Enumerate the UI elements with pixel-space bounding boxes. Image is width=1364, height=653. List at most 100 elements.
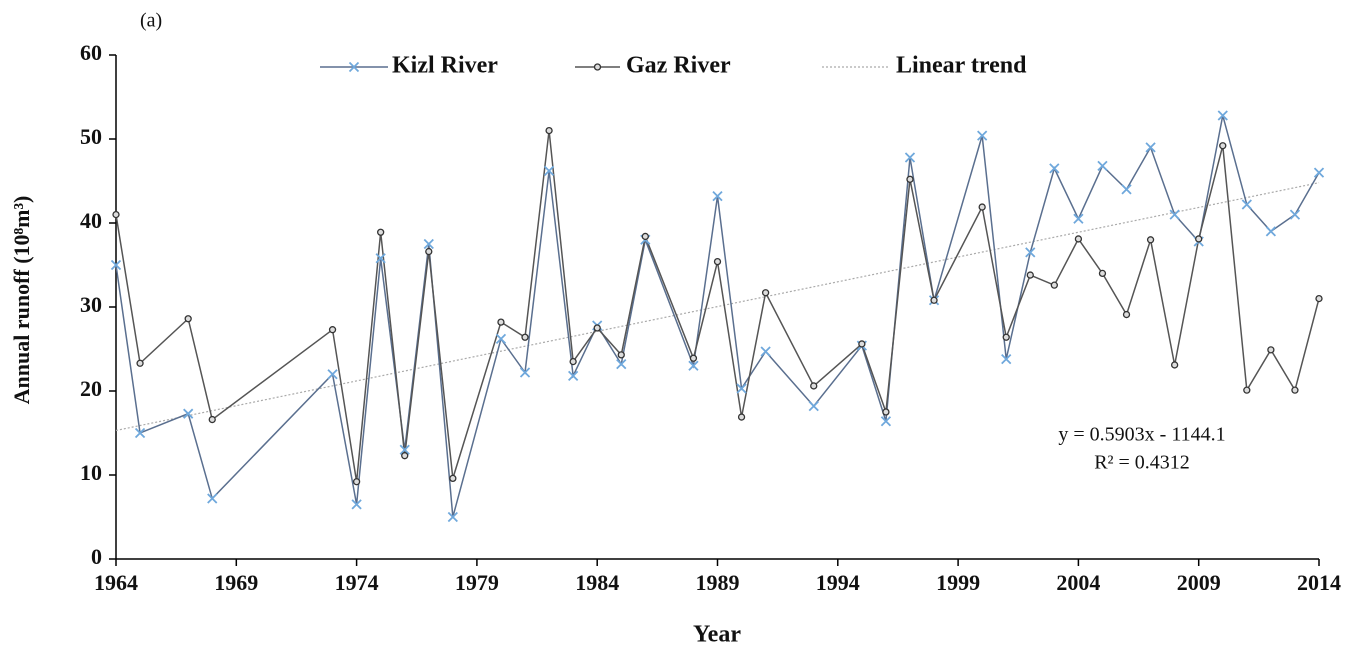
point [447,511,458,523]
point [641,232,649,241]
point [375,253,386,264]
point [761,289,770,297]
point [882,408,890,416]
point [1145,142,1156,153]
point [1097,160,1108,172]
point [1074,235,1083,243]
y-tick-label: 20 [80,376,102,401]
point [1050,281,1058,289]
point [184,315,192,323]
x-tick-label: 1999 [936,570,980,595]
point [712,190,723,202]
point [880,416,892,427]
x-tick-label: 1994 [816,570,860,595]
point [1313,167,1325,178]
point [737,413,746,421]
y-tick-label: 10 [80,460,102,485]
x-tick-label: 2004 [1056,570,1100,595]
point [1219,142,1227,150]
y-axis-label: Annual runoff (10⁸m³) [9,196,34,405]
point [399,444,410,455]
x-tick-label: 1984 [575,570,619,595]
legend-label: Gaz River [626,53,731,79]
point [1267,346,1275,354]
point [112,210,120,219]
point [183,408,194,419]
point [207,493,218,504]
point [1195,235,1203,243]
point [351,499,362,510]
point [134,427,146,439]
point [1098,269,1107,278]
point [1025,247,1036,258]
point [495,333,507,345]
point [1121,184,1132,195]
point [401,452,409,460]
x-tick-label: 1974 [335,570,379,595]
point [1291,386,1299,394]
point [617,351,625,359]
point [569,357,577,366]
point [978,203,986,211]
x-tick-label: 1989 [696,570,740,595]
point [1146,236,1155,244]
legend-marker [593,63,602,71]
point [377,228,385,236]
y-tick-label: 0 [91,544,102,569]
point [593,324,601,332]
panel-label: (a) [140,10,162,32]
point [1001,353,1012,365]
trend-line [115,182,1320,432]
point [810,382,818,390]
point [736,383,747,394]
point [1315,294,1323,303]
point [760,346,771,357]
point [713,257,722,266]
y-tick-label: 50 [80,124,102,149]
point [352,478,361,486]
point [1122,310,1131,319]
x-tick-label: 2009 [1177,570,1221,595]
x-tick-label: 2014 [1297,570,1341,595]
point [1170,361,1179,369]
trend-equation: y = 0.5903x - 1144.1 [1058,424,1225,446]
point [689,354,698,362]
point [1026,271,1034,279]
point [328,326,337,334]
y-tick-label: 30 [80,292,102,317]
point [930,296,938,304]
point [568,370,579,382]
point [519,367,531,378]
legend-label: Linear trend [896,53,1027,79]
point [497,318,505,326]
y-tick-label: 40 [80,208,102,233]
x-tick-label: 1969 [214,570,258,595]
point [543,165,555,177]
point [1049,163,1060,174]
x-axis-label: Year [693,622,741,648]
point [808,400,819,412]
point [1289,209,1301,220]
point [425,247,433,256]
point [1241,199,1252,210]
point [1169,209,1180,220]
point [904,152,916,163]
point [327,369,338,380]
legend-marker [348,61,360,73]
point [423,238,434,250]
point [545,126,553,135]
point [977,130,988,141]
point [1265,226,1277,237]
legend-label: Kizl River [392,53,498,79]
point [208,415,216,424]
x-tick-label: 1979 [455,570,499,595]
point [1073,213,1084,224]
point [521,333,529,341]
point [449,474,457,483]
point [858,340,866,348]
point [136,359,144,367]
point [110,259,122,271]
point [906,175,914,183]
trend-r-squared: R² = 0.4312 [1094,452,1190,474]
